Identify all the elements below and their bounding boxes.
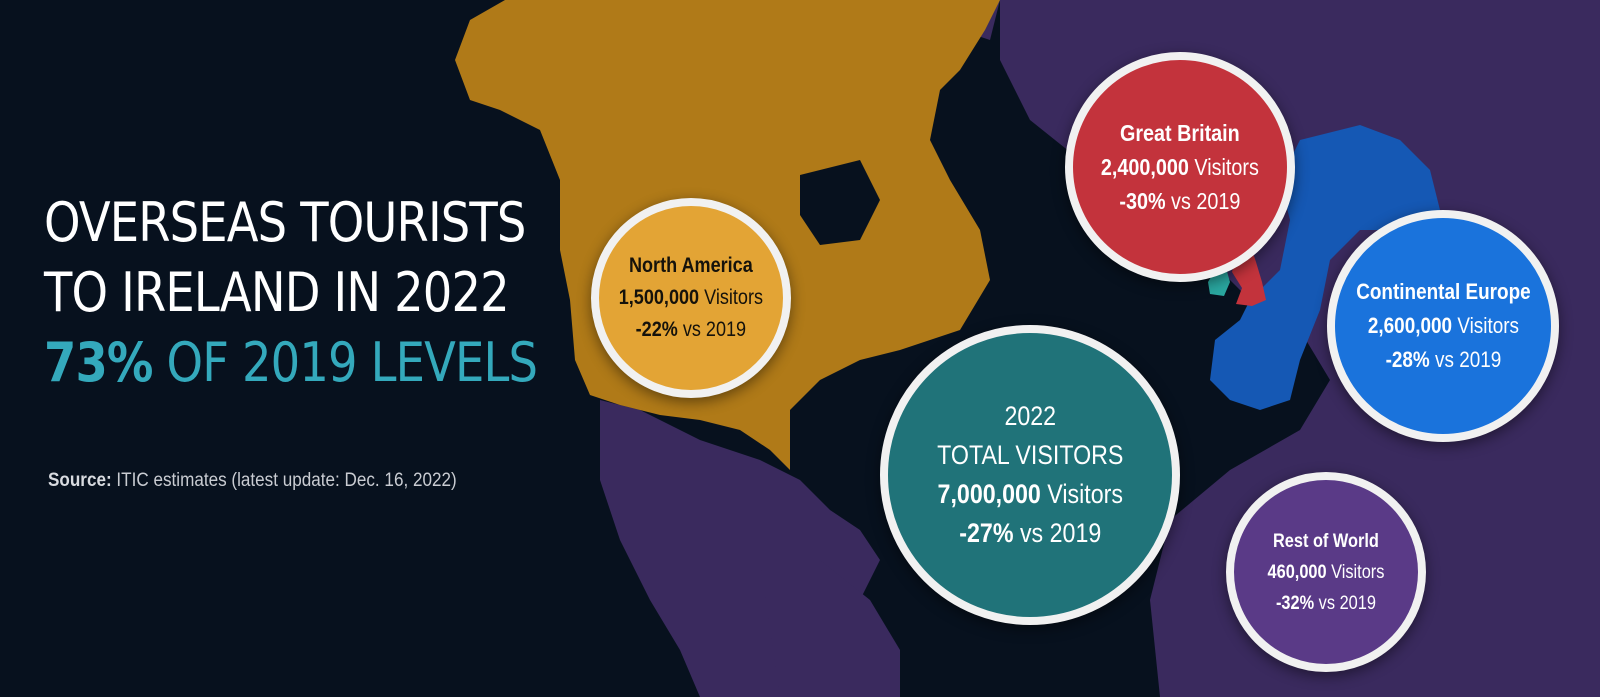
region-name: Rest of World xyxy=(1273,530,1379,552)
total-year: 2022 xyxy=(1004,401,1056,431)
change-percent: -22% xyxy=(635,318,678,341)
visitor-count: 1,500,000 xyxy=(618,286,700,309)
headline: OVERSEAS TOURISTS TO IRELAND IN 2022 73%… xyxy=(44,188,538,398)
north-america-bubble: North America 1,500,000 Visitors -22% vs… xyxy=(591,198,791,398)
total-visitors-bubble: 2022 TOTAL VISITORS 7,000,000 Visitors -… xyxy=(880,325,1180,625)
visitors-word: Visitors xyxy=(1331,561,1385,583)
change-text: vs 2019 xyxy=(1318,592,1376,614)
headline-accent-value: 73% xyxy=(44,331,153,394)
visitors-word: Visitors xyxy=(704,286,764,309)
region-name: Great Britain xyxy=(1120,120,1240,146)
visitor-count: 460,000 xyxy=(1267,561,1327,583)
change-percent: -27% xyxy=(958,518,1014,548)
visitors-word: Visitors xyxy=(1194,154,1259,180)
visitor-count: 2,400,000 xyxy=(1101,154,1190,180)
source-text: ITIC estimates (latest update: Dec. 16, … xyxy=(116,470,457,491)
headline-line-2: TO IRELAND IN 2022 xyxy=(44,261,510,324)
hudson-bay xyxy=(800,160,880,245)
source-note: Source: ITIC estimates (latest update: D… xyxy=(48,470,457,492)
region-name: Continental Europe xyxy=(1355,279,1531,304)
europe-land xyxy=(1210,125,1440,410)
change-percent: -32% xyxy=(1276,592,1315,614)
continental-europe-bubble: Continental Europe 2,600,000 Visitors -2… xyxy=(1327,210,1559,442)
change-text: vs 2019 xyxy=(1434,347,1501,372)
change-percent: -28% xyxy=(1385,347,1430,372)
change-text: vs 2019 xyxy=(1171,188,1241,214)
visitors-word: Visitors xyxy=(1047,479,1123,509)
visitor-count: 7,000,000 xyxy=(937,479,1041,509)
change-text: vs 2019 xyxy=(1019,518,1102,548)
source-label: Source: xyxy=(48,470,112,491)
headline-accent-text: OF 2019 LEVELS xyxy=(166,331,538,394)
visitor-count: 2,600,000 xyxy=(1367,313,1452,338)
visitors-word: Visitors xyxy=(1456,313,1519,338)
rest-of-world-bubble: Rest of World 460,000 Visitors -32% vs 2… xyxy=(1226,472,1426,672)
headline-line-1: OVERSEAS TOURISTS xyxy=(44,191,526,254)
headline-accent-line: 73% OF 2019 LEVELS xyxy=(44,328,538,398)
great-britain-bubble: Great Britain 2,400,000 Visitors -30% vs… xyxy=(1065,52,1295,282)
change-text: vs 2019 xyxy=(682,318,747,341)
total-label: TOTAL VISITORS xyxy=(936,440,1124,470)
region-name: North America xyxy=(629,254,753,277)
change-percent: -30% xyxy=(1119,188,1166,214)
